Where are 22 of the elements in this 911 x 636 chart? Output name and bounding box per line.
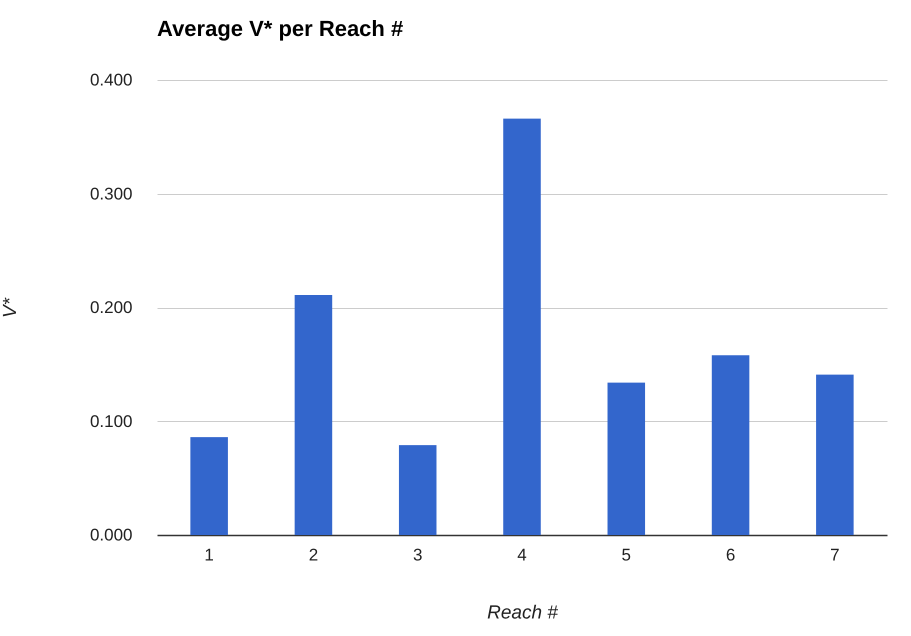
y-tick-label: 0.100 <box>90 412 132 431</box>
x-tick-label: 1 <box>204 546 214 564</box>
y-tick-label: 0.000 <box>90 526 132 544</box>
y-axis-title: V* <box>0 297 21 318</box>
x-tick-label: 2 <box>308 546 318 564</box>
chart-title: Average V* per Reach # <box>157 16 404 41</box>
bar <box>398 445 436 535</box>
bar <box>190 437 228 535</box>
y-tick-label: 0.200 <box>90 298 132 317</box>
bar <box>712 355 750 535</box>
bar <box>816 374 854 535</box>
x-tick-label: 3 <box>412 546 422 564</box>
x-axis-title: Reach # <box>487 602 558 624</box>
x-tick-label: 6 <box>726 546 736 564</box>
x-tick-label: 4 <box>517 546 527 564</box>
bar <box>608 382 646 535</box>
x-tick-label: 5 <box>622 546 632 564</box>
x-tick-label: 7 <box>830 546 840 564</box>
y-tick-label: 0.300 <box>90 184 132 204</box>
bar <box>294 294 332 535</box>
y-tick-label: 0.400 <box>90 70 132 90</box>
bar <box>503 118 541 535</box>
